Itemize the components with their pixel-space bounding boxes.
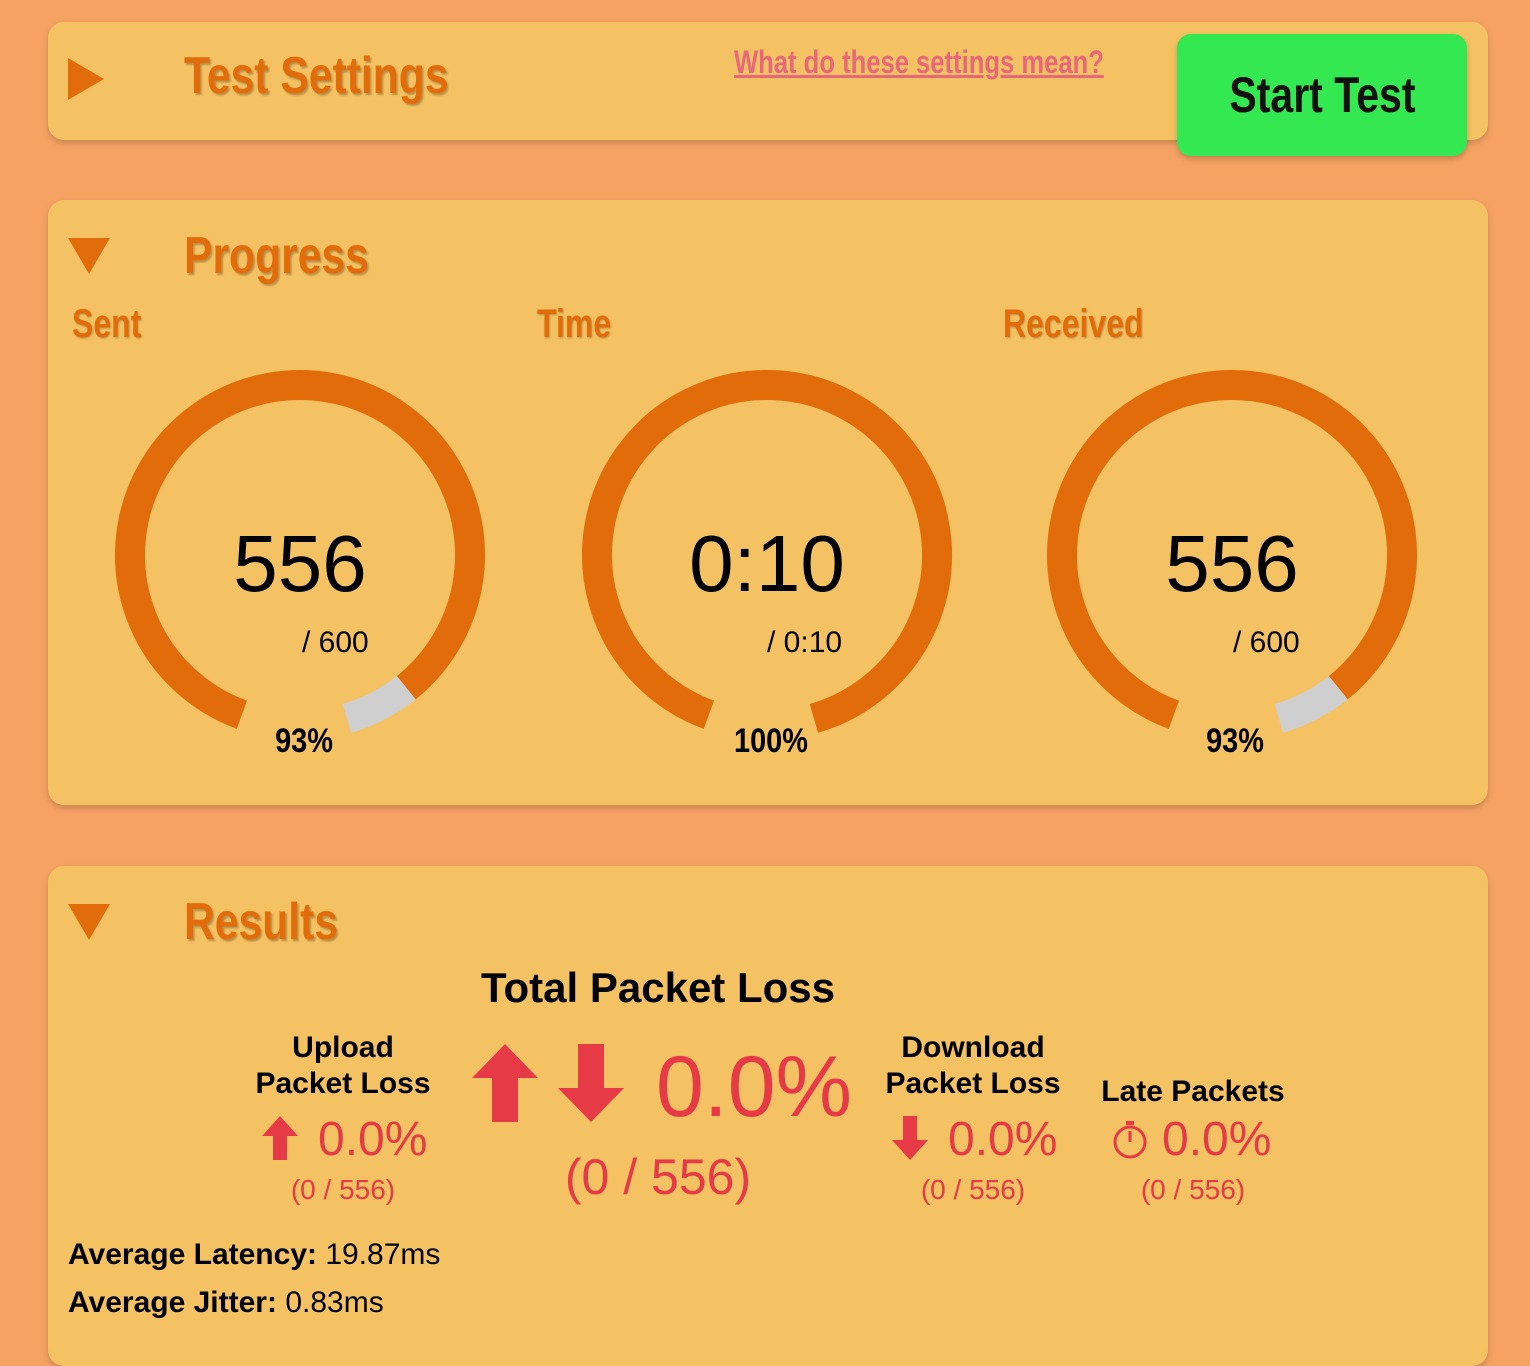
gauge-remaining-arc bbox=[1274, 675, 1348, 733]
expand-triangle-icon[interactable] bbox=[68, 58, 104, 100]
total-loss-value: 0.0% bbox=[656, 1039, 853, 1135]
jitter-value: 0.83ms bbox=[285, 1286, 384, 1319]
upload-title-line2: Packet Loss bbox=[255, 1067, 431, 1100]
start-test-button[interactable]: Start Test bbox=[1177, 34, 1467, 156]
late-packets-title: Late Packets bbox=[1101, 1075, 1285, 1108]
stopwatch-icon bbox=[1113, 1121, 1147, 1159]
sent-percent: 93% bbox=[275, 722, 333, 760]
average-latency: Average Latency: 19.87ms bbox=[68, 1238, 440, 1272]
total-loss-title: Total Packet Loss bbox=[480, 964, 835, 1011]
sent-total: / 600 bbox=[302, 626, 369, 659]
up-arrow-icon bbox=[262, 1116, 298, 1160]
upload-loss-title: Upload Packet Loss bbox=[228, 1030, 458, 1102]
gauge-fill-arc bbox=[582, 370, 952, 733]
sent-label: Sent bbox=[72, 302, 142, 346]
settings-help-link[interactable]: What do these settings mean? bbox=[734, 44, 1104, 80]
download-loss-count: (0 / 556) bbox=[920, 1174, 1026, 1205]
download-loss-title: Download Packet Loss bbox=[858, 1030, 1088, 1102]
download-loss-value: 0.0% bbox=[948, 1113, 1058, 1166]
download-title-line1: Download bbox=[901, 1031, 1045, 1064]
up-arrow-icon bbox=[472, 1044, 538, 1122]
received-value: 556 bbox=[1165, 519, 1299, 608]
total-loss-count: (0 / 556) bbox=[564, 1149, 752, 1205]
received-total: / 600 bbox=[1233, 626, 1300, 659]
time-label: Time bbox=[537, 302, 612, 346]
start-test-label: Start Test bbox=[1228, 67, 1416, 123]
upload-loss-count: (0 / 556) bbox=[290, 1174, 396, 1205]
average-jitter: Average Jitter: 0.83ms bbox=[68, 1286, 384, 1320]
progress-panel: Progress Sent Time Received 556 / 600 93… bbox=[48, 200, 1488, 805]
late-packets-value: 0.0% bbox=[1162, 1113, 1272, 1166]
collapse-triangle-icon[interactable] bbox=[68, 904, 110, 940]
down-arrow-icon bbox=[892, 1116, 928, 1160]
settings-title[interactable]: Test Settings bbox=[184, 47, 449, 105]
gauge-fill-arc bbox=[1047, 370, 1417, 729]
gauge-remaining-arc bbox=[342, 675, 416, 733]
upload-loss-value: 0.0% bbox=[318, 1113, 428, 1166]
results-title[interactable]: Results bbox=[184, 893, 339, 951]
gauges bbox=[115, 370, 1417, 733]
time-percent: 100% bbox=[734, 722, 808, 760]
collapse-triangle-icon[interactable] bbox=[68, 238, 110, 274]
results-panel: Results Total Packet Loss 0.0% (0 / 556)… bbox=[48, 866, 1488, 1366]
latency-label: Average Latency: bbox=[68, 1238, 317, 1271]
received-percent: 93% bbox=[1206, 722, 1264, 760]
down-arrow-icon bbox=[558, 1044, 624, 1122]
progress-title[interactable]: Progress bbox=[184, 227, 369, 285]
sent-value: 556 bbox=[233, 519, 367, 608]
received-label: Received bbox=[1003, 302, 1144, 346]
latency-value: 19.87ms bbox=[325, 1238, 441, 1271]
jitter-label: Average Jitter: bbox=[68, 1286, 277, 1319]
late-packets-count: (0 / 556) bbox=[1140, 1174, 1246, 1205]
time-value: 0:10 bbox=[689, 519, 845, 608]
upload-title-line1: Upload bbox=[292, 1031, 394, 1064]
gauge-fill-arc bbox=[115, 370, 485, 729]
download-title-line2: Packet Loss bbox=[885, 1067, 1061, 1100]
time-total: / 0:10 bbox=[767, 626, 843, 659]
